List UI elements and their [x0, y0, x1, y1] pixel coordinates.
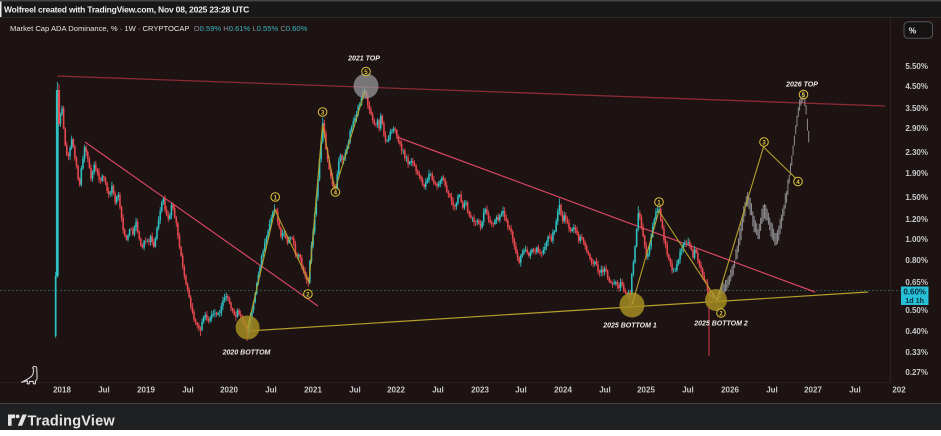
svg-text:4.50%: 4.50%	[905, 82, 928, 91]
svg-text:Wolfreel created with TradingV: Wolfreel created with TradingView.com, N…	[4, 4, 249, 14]
svg-text:Jul: Jul	[265, 386, 277, 395]
svg-text:Jul: Jul	[766, 386, 778, 395]
svg-text:Market Cap ADA Dominance, % ·: Market Cap ADA Dominance, % · 1W · CRYPT…	[10, 24, 308, 33]
svg-text:4: 4	[334, 189, 338, 196]
svg-text:5: 5	[802, 92, 806, 99]
svg-text:Jul: Jul	[599, 386, 611, 395]
svg-text:0.80%: 0.80%	[905, 256, 928, 265]
svg-text:0.50%: 0.50%	[905, 306, 928, 315]
svg-text:Jul: Jul	[682, 386, 694, 395]
svg-text:1.20%: 1.20%	[905, 215, 928, 224]
svg-text:TradingView: TradingView	[28, 414, 116, 430]
svg-text:0.33%: 0.33%	[905, 348, 928, 357]
svg-text:1d 1h: 1d 1h	[905, 296, 924, 305]
svg-text:2025: 2025	[637, 386, 655, 395]
svg-text:Jul: Jul	[849, 386, 861, 395]
svg-text:Jul: Jul	[349, 386, 361, 395]
svg-text:1: 1	[657, 199, 661, 206]
svg-text:Jul: Jul	[98, 386, 110, 395]
svg-text:Jul: Jul	[432, 386, 444, 395]
svg-text:0.40%: 0.40%	[905, 327, 928, 336]
svg-text:2026: 2026	[721, 386, 739, 395]
svg-text:2019: 2019	[137, 386, 155, 395]
svg-text:1: 1	[273, 194, 277, 201]
svg-text:Jul: Jul	[515, 386, 527, 395]
svg-text:3: 3	[321, 109, 325, 116]
svg-text:0.60%: 0.60%	[903, 288, 926, 297]
svg-text:3: 3	[762, 139, 766, 146]
svg-text:2.30%: 2.30%	[905, 148, 928, 157]
svg-text:4: 4	[796, 179, 800, 186]
svg-text:2027: 2027	[804, 386, 822, 395]
svg-text:2024: 2024	[554, 386, 572, 395]
svg-text:0.65%: 0.65%	[905, 278, 928, 287]
svg-text:2025 BOTTOM 1: 2025 BOTTOM 1	[602, 323, 657, 330]
svg-text:2020: 2020	[220, 386, 238, 395]
svg-text:1.90%: 1.90%	[905, 169, 928, 178]
svg-text:2022: 2022	[387, 386, 405, 395]
svg-text:0.27%: 0.27%	[905, 368, 928, 377]
svg-text:1.00%: 1.00%	[905, 235, 928, 244]
svg-text:1.50%: 1.50%	[905, 193, 928, 202]
svg-text:2026 TOP: 2026 TOP	[785, 82, 818, 89]
svg-text:2020 BOTTOM: 2020 BOTTOM	[222, 350, 271, 357]
svg-text:2023: 2023	[471, 386, 489, 395]
svg-text:%: %	[909, 25, 917, 35]
svg-text:2021 TOP: 2021 TOP	[347, 56, 380, 63]
svg-text:2: 2	[719, 310, 723, 317]
svg-text:5: 5	[364, 69, 368, 76]
svg-text:202: 202	[892, 386, 906, 395]
svg-text:2018: 2018	[53, 386, 71, 395]
svg-text:2021: 2021	[304, 386, 322, 395]
svg-text:5.50%: 5.50%	[905, 62, 928, 71]
svg-text:Jul: Jul	[182, 386, 194, 395]
svg-text:2.90%: 2.90%	[905, 124, 928, 133]
svg-text:3.50%: 3.50%	[905, 104, 928, 113]
svg-text:2025 BOTTOM 2: 2025 BOTTOM 2	[693, 321, 748, 328]
svg-text:2: 2	[306, 291, 310, 298]
